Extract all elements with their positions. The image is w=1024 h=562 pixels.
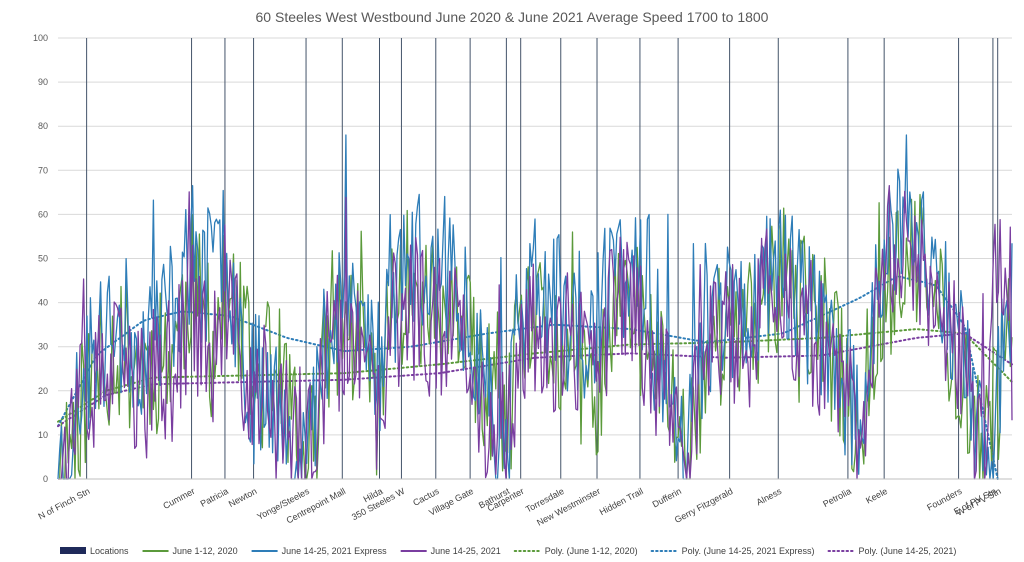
legend-item: June 1-12, 2020	[142, 546, 238, 556]
y-tick-label: 10	[38, 430, 48, 440]
y-tick-label: 0	[43, 474, 48, 484]
legend-label: June 1-12, 2020	[173, 546, 238, 556]
y-tick-label: 80	[38, 121, 48, 131]
legend: Locations June 1-12, 2020 June 14-25, 2021…	[60, 546, 956, 556]
legend-label: Poly. (June 1-12, 2020)	[545, 546, 638, 556]
x-tick-label: Cummer	[161, 486, 196, 511]
x-tick-label: Petrolia	[821, 486, 853, 509]
x-tick-label: Alness	[755, 486, 784, 508]
x-tick-label: New Westminster	[535, 486, 602, 528]
legend-item: June 14-25, 2021 Express	[251, 546, 388, 556]
legend-label: June 14-25, 2021 Express	[282, 546, 388, 556]
chart-title: 60 Steeles West Westbound June 2020 & Ju…	[256, 9, 769, 25]
x-tick-label: Hidden Trail	[598, 486, 645, 517]
y-tick-label: 20	[38, 386, 48, 396]
legend-item: Locations	[60, 546, 129, 556]
x-tick-label: Dufferin	[651, 486, 683, 510]
legend-swatch	[60, 547, 86, 554]
y-tick-label: 30	[38, 342, 48, 352]
legend-label: Poly. (June 14-25, 2021)	[859, 546, 957, 556]
y-tick-label: 40	[38, 298, 48, 308]
legend-item: Poly. (June 1-12, 2020)	[513, 546, 638, 556]
x-tick-label: Patricia	[199, 486, 230, 509]
legend-label: June 14-25, 2021	[431, 546, 501, 556]
legend-label: Locations	[90, 546, 129, 556]
series-lines	[57, 134, 1013, 480]
y-tick-label: 70	[38, 165, 48, 175]
legend-item: Poly. (June 14-25, 2021 Express)	[650, 546, 815, 556]
y-tick-label: 100	[33, 33, 48, 43]
legend-item: June 14-25, 2021	[400, 546, 501, 556]
x-tick-label: Gerry Fitzgerald	[673, 486, 735, 525]
x-tick-label: Keele	[864, 486, 889, 506]
x-tick-label: Newton	[227, 486, 259, 509]
y-axis-ticks: 0 10 20 30 40 50 60 70 80 90 100	[33, 33, 48, 484]
y-tick-label: 90	[38, 77, 48, 87]
x-tick-label: N of Finch Stn	[37, 486, 92, 522]
series-line	[58, 184, 1013, 480]
trend-line	[57, 328, 1013, 423]
series-line	[57, 134, 1013, 480]
x-axis-ticks: N of Finch Stn Cummer PatriciaNewtonYonge/…	[37, 486, 1003, 528]
y-tick-label: 50	[38, 254, 48, 264]
legend-item: Poly. (June 14-25, 2021)	[827, 546, 957, 556]
y-tick-label: 60	[38, 209, 48, 219]
legend-label: Poly. (June 14-25, 2021 Express)	[682, 546, 815, 556]
